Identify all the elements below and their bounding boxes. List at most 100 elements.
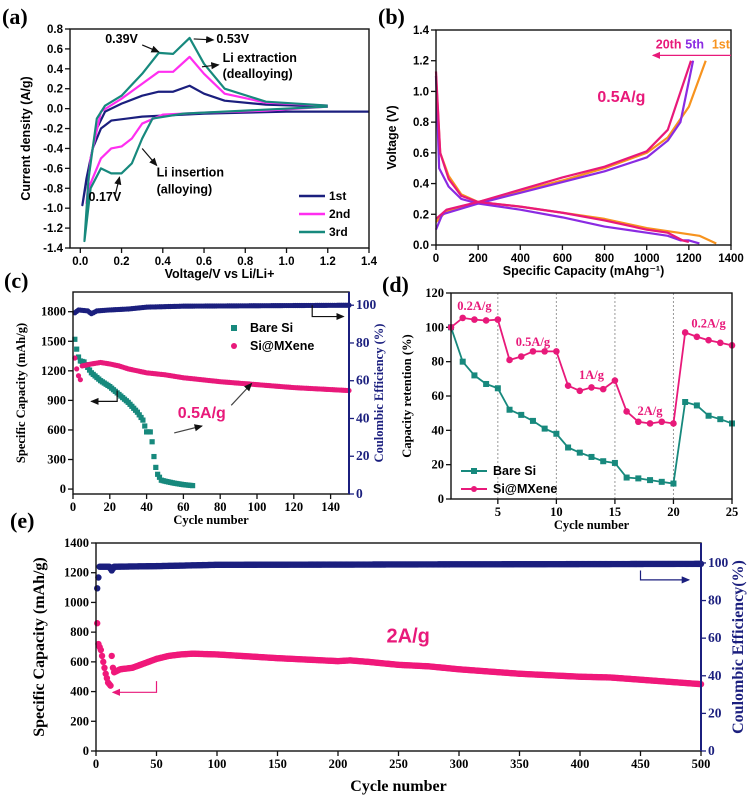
point-si-mxene: [646, 420, 654, 427]
point-bare-si: [565, 444, 572, 451]
point-specific-capacity: [98, 652, 106, 660]
x-tick-label: 600: [553, 253, 572, 265]
point-specific-capacity: [97, 646, 105, 654]
charge-curve-5th: [434, 60, 695, 231]
x-tick-label: 0.0: [72, 256, 88, 268]
x-tick-label: 0.4: [155, 256, 172, 268]
point-bare-si: [86, 367, 93, 373]
annotation-arrow: [639, 570, 691, 584]
annotation-arrow: [141, 148, 158, 167]
y2-tick-label: 60: [356, 373, 370, 388]
y-tick-label: 20: [432, 458, 445, 472]
y-tick-label: -1.4: [43, 243, 63, 255]
chart-a: (a) 0.0 0.2 0.4 0.6 0.8 1.0 1.2 1.4 -1.4 -1.2 -1.0 -…: [2, 4, 378, 281]
point-si-mxene: [459, 314, 467, 322]
point-bare-si: [494, 385, 501, 392]
y2-tick-label: 80: [708, 593, 722, 608]
y-tick-label: 0.0: [413, 240, 429, 252]
point-bare-si: [140, 417, 146, 423]
y-tick-label: 0.6: [47, 44, 63, 56]
annotation-arrow: [201, 62, 220, 70]
x-tick-label: 450: [631, 757, 650, 771]
x-tick-label: 0: [93, 757, 99, 771]
plot-frame: [69, 28, 370, 249]
x-tick-label: 15: [609, 505, 622, 519]
annotation: 20th: [656, 37, 682, 51]
y-tick-label: 1400: [64, 536, 89, 550]
y-tick-label: -0.6: [43, 163, 63, 175]
point-bare-si: [81, 359, 87, 365]
point-si-mxene: [553, 348, 560, 355]
point-si-mxene: [599, 385, 607, 393]
x-tick-label: 1400: [718, 253, 744, 265]
chart-e: (e)0 50 100 150 200 250 300 350 400 450 5000200400…: [10, 508, 747, 795]
y-tick-label: 0: [60, 482, 66, 496]
y-tick-label: 40: [432, 423, 445, 437]
annotation: 0.17V: [89, 190, 122, 204]
plot-area: [94, 560, 705, 689]
y2-tick-label: 100: [708, 555, 729, 570]
y-tick-label: 1.2: [413, 56, 429, 68]
point-si-mxene: [588, 384, 595, 391]
plot-frame: [450, 292, 733, 500]
cv-curve-3rd: [83, 36, 328, 243]
x-tick-label: 150: [268, 757, 287, 771]
y-axis-title: Capacity retention (%): [400, 334, 414, 457]
y-tick-label: 600: [47, 423, 66, 437]
legend-swatch: [231, 343, 237, 349]
y-tick-label: -0.4: [43, 143, 63, 155]
point-coulombic-efficiency: [94, 585, 101, 592]
point-bare-si: [693, 402, 700, 409]
y2-tick-label: 20: [356, 448, 370, 463]
y2-tick-label: 0: [356, 486, 363, 501]
y2-tick-label: 20: [708, 705, 722, 720]
y2-axis-title: Coulombic Efficiency (%): [372, 324, 386, 463]
x-axis-title: Voltage/V vs Li/Li+: [165, 267, 275, 281]
x-tick-label: 0.6: [196, 256, 212, 268]
x-tick-label: 1000: [634, 253, 660, 265]
y2-tick-label: 100: [356, 297, 377, 312]
point-si-mxene: [623, 408, 630, 415]
point-bare-si: [717, 416, 724, 423]
legend-label: Si@MXene: [493, 482, 557, 496]
point-bare-si: [518, 411, 525, 418]
point-si-mxene: [681, 329, 689, 336]
y-tick-label: -0.8: [43, 183, 63, 195]
plot-area: [72, 302, 352, 489]
legend-marker: [471, 468, 477, 474]
annotation: 0.39V: [105, 32, 138, 46]
point-bare-si: [151, 453, 157, 460]
point-si-mxene: [482, 317, 490, 324]
annotation: 0.53V: [216, 32, 249, 46]
point-bare-si: [134, 409, 140, 415]
point-bare-si: [149, 439, 155, 445]
point-bare-si: [147, 429, 153, 435]
y-tick-label: 1500: [41, 334, 66, 348]
point-si@mxene: [74, 366, 80, 372]
x-tick-label: 25: [726, 505, 739, 519]
point-bare-si: [647, 477, 654, 484]
point-bare-si: [529, 417, 536, 424]
y-tick-label: 1200: [64, 566, 89, 580]
point-si-mxene: [576, 387, 584, 395]
y2-tick-label: 0: [708, 743, 715, 758]
x-tick-label: 10: [550, 505, 563, 519]
line-Bare Si: [450, 327, 733, 485]
y2-tick-label: 60: [708, 630, 722, 645]
cv-curve-1st: [81, 84, 369, 207]
point-specific-capacity: [107, 682, 114, 689]
x-tick-label: 200: [469, 253, 488, 265]
annotation-arrow: [193, 35, 215, 44]
y-tick-label: -1.0: [43, 203, 63, 215]
x-tick-label: 0: [70, 500, 76, 514]
point-si-mxene: [471, 316, 478, 323]
y-tick-label: 1200: [41, 364, 66, 378]
annotation: 2A/g: [638, 404, 664, 418]
y-tick-label: 600: [70, 655, 89, 669]
y-tick-label: 80: [432, 355, 445, 369]
panel-label: (e): [10, 508, 34, 533]
y-tick-label: 0.8: [47, 24, 64, 36]
plot-frame: [435, 29, 732, 246]
x-axis-title: Cycle number: [350, 778, 446, 795]
annotation: Li insertion: [157, 165, 224, 179]
